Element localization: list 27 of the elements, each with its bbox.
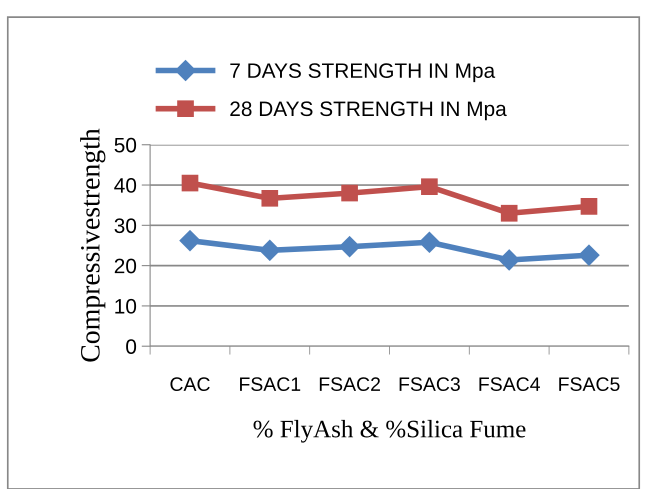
point	[498, 249, 520, 270]
point	[418, 232, 440, 253]
point	[421, 178, 438, 195]
y-tick-label: 10	[115, 298, 136, 314]
point	[182, 174, 198, 192]
legend-label: 28 DAYS STRENGTH IN Mpa	[230, 101, 507, 120]
x-tick-label: FSAC1	[240, 377, 300, 392]
point	[580, 198, 598, 215]
point	[578, 244, 600, 266]
x-tick-label: FSAC4	[479, 377, 540, 392]
y-tick-label: 30	[114, 218, 136, 234]
point	[341, 184, 358, 202]
x-tick-label: CAC	[170, 377, 210, 392]
y-tick-label: 0	[126, 339, 136, 354]
x-axis-title: % FlyAsh & %Silica Fume	[254, 420, 526, 443]
x-tick-label: FSAC5	[559, 377, 620, 392]
legend-label: 7 DAYS STRENGTH IN Mpa	[230, 63, 496, 82]
point	[259, 240, 280, 261]
point	[261, 190, 278, 207]
y-tick-label: 20	[114, 258, 136, 274]
point	[179, 230, 201, 252]
y-tick-label: 50	[114, 138, 136, 152]
point	[500, 204, 518, 222]
x-tick-label: FSAC3	[400, 377, 460, 392]
x-tick-label: FSAC2	[320, 377, 380, 392]
y-axis-title: Compressivestrength	[80, 128, 106, 362]
y-tick-label: 40	[114, 178, 136, 193]
